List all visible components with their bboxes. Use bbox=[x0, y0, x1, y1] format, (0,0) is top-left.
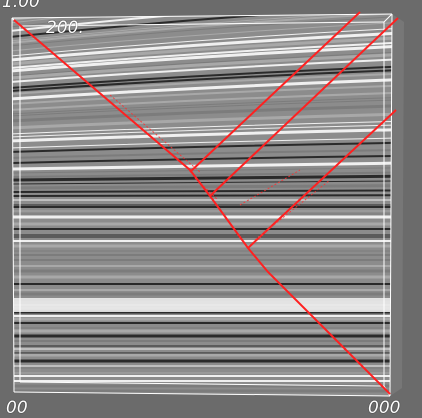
ray-hatching bbox=[109, 94, 331, 241]
hatch-c bbox=[239, 169, 301, 206]
reflector-band bbox=[12, 141, 392, 153]
reflector-band bbox=[12, 148, 392, 159]
reflector-band bbox=[12, 44, 392, 73]
side-face bbox=[390, 14, 404, 396]
reflector-band bbox=[12, 51, 392, 77]
reflector-band bbox=[12, 128, 392, 143]
reflector-band bbox=[12, 14, 392, 28]
frame-left-edge bbox=[11, 17, 15, 393]
reflector-band bbox=[12, 78, 392, 101]
reflector-band bbox=[12, 137, 392, 149]
hatch-d bbox=[254, 179, 331, 241]
reflector-band bbox=[12, 15, 392, 47]
reflector-band bbox=[12, 69, 392, 92]
reflector-band bbox=[12, 174, 392, 182]
frame-top-edge bbox=[11, 13, 393, 19]
corner-label-top-left: 1.00 bbox=[2, 0, 40, 12]
reflector-band bbox=[12, 104, 392, 123]
reflector-band bbox=[12, 41, 392, 69]
reflector-band bbox=[12, 14, 392, 38]
reflector-band bbox=[12, 180, 392, 185]
reflector-band bbox=[12, 96, 392, 115]
hatch-b bbox=[194, 177, 219, 201]
reflector-band bbox=[12, 84, 392, 105]
reflector-band bbox=[12, 65, 392, 89]
reflector-band bbox=[12, 124, 392, 138]
reflector-band bbox=[12, 112, 392, 130]
reflector-band bbox=[12, 58, 392, 83]
reflector-band bbox=[12, 53, 392, 80]
frame-right-edge bbox=[389, 13, 393, 397]
reflector-band bbox=[12, 27, 392, 57]
reflector-band bbox=[12, 194, 392, 197]
ray-reflected-2 bbox=[209, 17, 399, 197]
axis-tick-label-top: 200. bbox=[46, 18, 84, 38]
reflector-band bbox=[12, 167, 392, 174]
reflector-band bbox=[12, 72, 392, 95]
reflector-band-bright bbox=[12, 298, 392, 312]
corner-label-bottom-right: 000 bbox=[368, 398, 401, 418]
reflector-band bbox=[12, 189, 392, 193]
frame-bottom-edge bbox=[13, 391, 391, 397]
reflector-band bbox=[12, 99, 392, 117]
reflector-band bbox=[12, 161, 392, 171]
ray-paths bbox=[13, 11, 399, 395]
reflector-band bbox=[12, 120, 392, 135]
ray-reflected-3 bbox=[247, 109, 397, 249]
reflector-band bbox=[12, 171, 392, 178]
ray-reflected-1 bbox=[189, 11, 361, 173]
box-frame bbox=[11, 13, 393, 397]
ray-direct bbox=[13, 19, 391, 395]
reflector-band bbox=[12, 91, 392, 111]
reflector-band bbox=[12, 31, 392, 62]
reflector-band bbox=[12, 14, 392, 44]
corner-label-bottom-left: 00 bbox=[6, 398, 28, 418]
